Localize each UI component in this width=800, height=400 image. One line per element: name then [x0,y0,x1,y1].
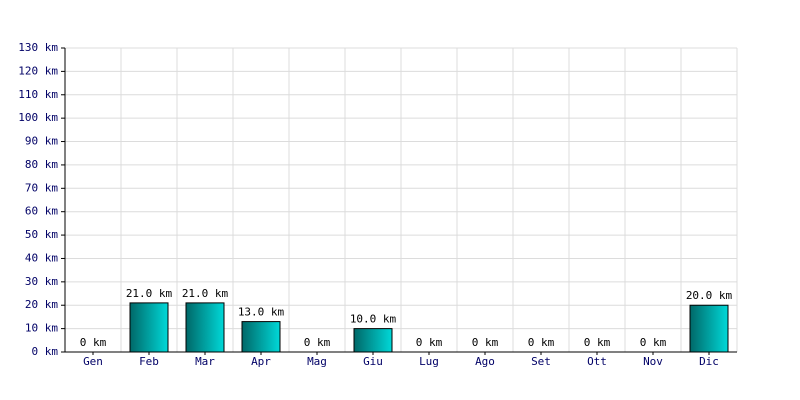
marks: Gen 0 km Feb 21.0 km Mar 21.0 km Apr 13.0 km Mag… [80,287,733,368]
y-tick-label: 110 km [18,88,58,101]
bar [129,302,169,353]
value-label: 21.0 km [182,287,229,300]
y-tick-label: 90 km [25,135,58,148]
value-label: 0 km [640,336,667,349]
x-tick-label: Gen [83,355,103,368]
x-tick-label: Feb [139,355,159,368]
bar [241,321,281,353]
bar [689,304,729,353]
y-tick-label: 10 km [25,322,58,335]
y-tick-label: 40 km [25,251,58,264]
bar [185,302,225,353]
value-label: 0 km [304,336,331,349]
x-tick-label: Giu [363,355,383,368]
value-label: 20.0 km [686,289,733,302]
y-tick-label: 0 km [32,345,59,358]
value-label: 10.0 km [350,313,397,326]
value-label: 0 km [472,336,499,349]
x-tick-label: Lug [419,355,439,368]
x-tick-label: Apr [251,355,271,368]
y-tick-label: 100 km [18,111,58,124]
y-tick-label: 120 km [18,64,58,77]
x-tick-label: Ott [587,355,607,368]
x-tick-label: Mag [307,355,327,368]
x-tick-label: Dic [699,355,719,368]
x-tick-label: Mar [195,355,215,368]
value-label: 0 km [416,336,443,349]
y-tick-label: 50 km [25,228,58,241]
value-label: 0 km [80,336,107,349]
grid: 0 km 10 km 20 km 30 km 40 km 50 km 60 km 70 km 8… [18,41,738,358]
y-tick-label: 30 km [25,275,58,288]
y-tick-label: 60 km [25,205,58,218]
value-label: 0 km [528,336,555,349]
y-tick-label: 20 km [25,298,58,311]
x-tick-label: Set [531,355,551,368]
value-label: 13.0 km [238,306,285,319]
x-tick-label: Ago [475,355,495,368]
value-label: 21.0 km [126,287,173,300]
x-tick-label: Nov [643,355,663,368]
y-tick-label: 130 km [18,41,58,54]
bar [353,328,393,353]
value-label: 0 km [584,336,611,349]
y-tick-label: 80 km [25,158,58,171]
y-tick-label: 70 km [25,181,58,194]
